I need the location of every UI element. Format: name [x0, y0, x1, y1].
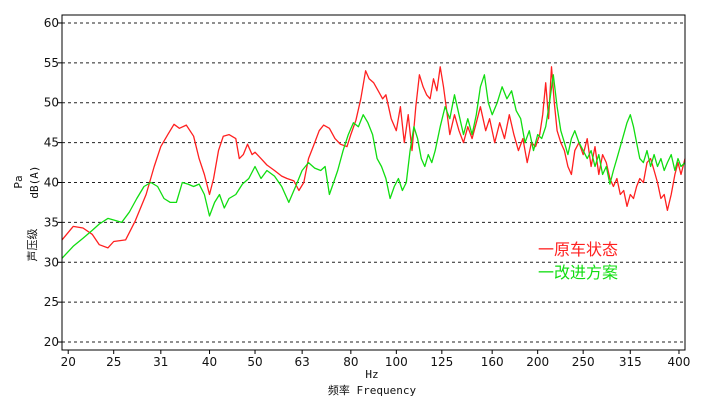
series-line-1	[61, 66, 686, 249]
legend-entry-2: 一改进方案	[538, 263, 618, 282]
x-tick-label-315: 315	[619, 355, 642, 369]
label-layer: Hz 频率 Frequency Pa dB(A) 声压级	[12, 165, 416, 397]
x-tick-label-20: 20	[61, 355, 76, 369]
y-tick-label-60: 60	[44, 16, 59, 30]
tick-layer: 20 25 30 35 40 45 50 55 60 20 25 31 40 50 63 80 100 125 16…	[44, 16, 691, 369]
legend-entry-1: 一原车状态	[538, 240, 618, 259]
grid-layer	[62, 22, 685, 343]
x-axis-title: 频率 Frequency	[328, 383, 417, 397]
x-tick-label-80: 80	[343, 355, 358, 369]
series-line-2	[61, 74, 686, 259]
x-tick-label-125: 125	[430, 355, 453, 369]
x-tick-label-200: 200	[526, 355, 549, 369]
y-tick-label-40: 40	[44, 176, 59, 190]
y-tick-label-50: 50	[44, 96, 59, 110]
x-tick-label-40: 40	[202, 355, 217, 369]
y-tick-label-20: 20	[44, 335, 59, 349]
y-tick-label-35: 35	[44, 215, 59, 229]
x-tick-label-160: 160	[481, 355, 504, 369]
y-tick-label-25: 25	[44, 295, 59, 309]
x-tick-label-250: 250	[572, 355, 595, 369]
y-tick-label-30: 30	[44, 255, 59, 269]
x-tick-label-63: 63	[294, 355, 309, 369]
series-layer	[61, 66, 686, 259]
y-axis-unit-pa: Pa	[12, 175, 25, 188]
y-axis-title: 声压级	[25, 229, 39, 262]
x-tick-label-25: 25	[106, 355, 121, 369]
x-tick-label-50: 50	[247, 355, 262, 369]
y-tick-label-55: 55	[44, 56, 59, 70]
y-axis-unit-dba: dB(A)	[28, 165, 41, 198]
x-tick-label-100: 100	[385, 355, 408, 369]
x-tick-label-31: 31	[153, 355, 168, 369]
x-tick-label-400: 400	[668, 355, 691, 369]
x-axis-unit: Hz	[365, 368, 378, 381]
y-tick-label-45: 45	[44, 136, 59, 150]
